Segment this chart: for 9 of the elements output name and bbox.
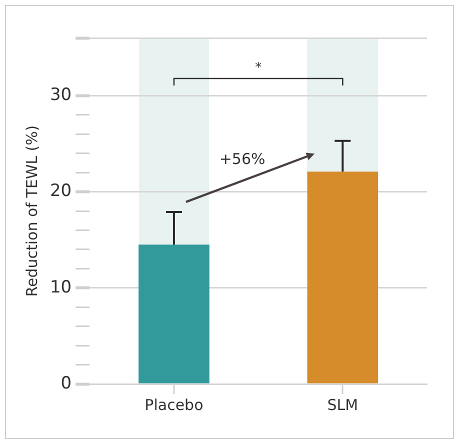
y-axis-title: Reduction of TEWL (%) <box>22 125 41 297</box>
y-tick-label: 30 <box>50 85 72 106</box>
y-tick-label: 0 <box>60 373 72 394</box>
annotation: * <box>255 60 262 76</box>
annotation: +56% <box>219 150 266 168</box>
x-tick-label: SLM <box>327 396 358 414</box>
y-tick-label: 20 <box>50 181 72 202</box>
x-tick-label: Placebo <box>144 396 204 414</box>
y-tick-label: 10 <box>50 277 72 298</box>
